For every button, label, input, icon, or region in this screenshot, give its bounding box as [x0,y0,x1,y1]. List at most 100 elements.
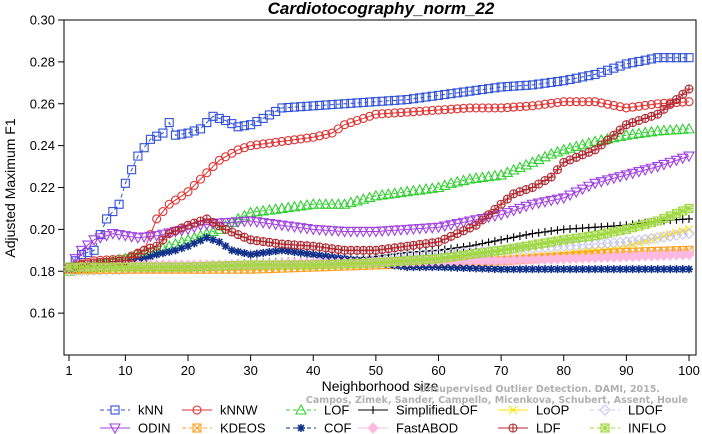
y-tick-label: 0.22 [30,180,55,195]
data-point-cof [515,265,524,274]
data-point-odin [463,216,476,228]
data-point-knn [634,56,644,67]
legend-marker-ldof [599,404,611,416]
data-point-knnw [458,103,469,113]
data-point-odin [582,181,595,193]
data-point-odin [388,225,401,237]
data-point-knn [145,134,155,144]
data-point-cof [484,264,493,273]
data-point-inflo [571,233,581,243]
data-point-cof [509,265,518,274]
data-point-odin [438,221,451,233]
legend-label-simplifiedlof: SimplifiedLOF [396,403,478,418]
data-point-knn [552,77,563,87]
data-point-cof [528,265,537,274]
x-tick-label: 30 [243,363,257,378]
data-point-loop [684,224,694,234]
data-point-knn [83,247,93,257]
data-point-lof [407,184,420,196]
data-point-cof [259,248,268,257]
data-point-knnw [258,139,268,149]
data-point-ldf [684,84,694,94]
data-point-cof [277,246,286,255]
data-point-knn [527,80,537,90]
x-tick-label: 10 [118,363,132,378]
data-point-odin [639,165,652,177]
data-point-cof [609,265,618,274]
data-point-cof [472,264,481,273]
data-point-lof [470,172,483,183]
data-point-lof [394,186,407,198]
data-point-knnw [577,97,588,107]
data-point-cof [434,263,443,272]
legend-label-knnw: kNNW [220,403,258,418]
data-point-knnw [252,140,262,150]
data-point-odin [683,151,695,163]
data-point-odin [595,177,608,188]
data-point-inflo [546,237,556,247]
data-point-odin [106,229,119,240]
data-point-lof [632,127,645,139]
data-point-knn [502,82,512,92]
data-point-lof [432,181,445,193]
data-point-cof [553,265,562,274]
data-point-knnw [402,107,412,117]
data-point-odin [150,231,163,242]
data-point-knnw [653,99,663,109]
data-point-cof [578,265,587,274]
legend-marker-fastabod [367,422,379,434]
data-point-ldf [490,204,500,215]
data-point-knn [214,113,224,123]
legend-label-fastabod: FastABOD [396,421,458,434]
data-point-knnw [502,102,512,113]
data-point-knnw [421,106,431,116]
data-point-knnw [202,168,212,178]
data-point-simplifiedlof [509,233,518,242]
data-point-odin [564,190,576,202]
data-point-cof [271,247,280,256]
data-point-knnw [396,107,406,118]
data-point-knnw [509,102,519,112]
data-point-simplifiedlof [490,237,499,246]
data-point-odin [551,194,564,206]
data-point-cof [215,237,224,246]
data-point-ldof [620,236,633,248]
data-point-knnw [340,120,350,130]
data-point-knnw [314,131,325,141]
data-point-odin [670,155,683,167]
data-point-ldf [471,220,481,230]
data-point-lof [664,123,677,135]
data-point-knn [127,165,137,175]
data-point-lof [413,183,426,195]
legend-marker-knnw [192,405,202,415]
data-point-ldof [601,237,614,249]
data-point-knn [603,65,613,75]
data-point-cof [666,265,675,274]
data-point-knnw [534,100,544,110]
data-point-knnw [164,199,174,209]
data-point-knn [540,78,550,88]
data-point-cof [183,242,192,251]
data-point-knnw [321,129,331,140]
x-tick-label: 40 [306,363,320,378]
data-point-odin [131,233,144,244]
data-point-odin [445,220,457,231]
data-point-simplifiedlof [515,232,524,241]
data-point-odin [626,168,639,180]
data-point-inflo [521,241,531,251]
data-point-knn [164,118,174,128]
data-point-odin [319,225,332,237]
data-point-ldf [170,226,181,236]
data-point-knn [628,58,638,68]
data-point-simplifiedlof [459,242,468,251]
data-point-knnw [390,108,400,118]
series-knnw [64,97,694,272]
legend-label-lof: LOF [324,403,349,418]
data-point-odin [69,254,82,265]
data-point-knnw [559,97,569,107]
data-point-knn [170,130,181,140]
data-point-knnw [415,106,425,116]
legend-label-inflo: INFLO [628,421,666,434]
data-point-knn [283,102,293,113]
data-point-knnw [170,195,181,205]
